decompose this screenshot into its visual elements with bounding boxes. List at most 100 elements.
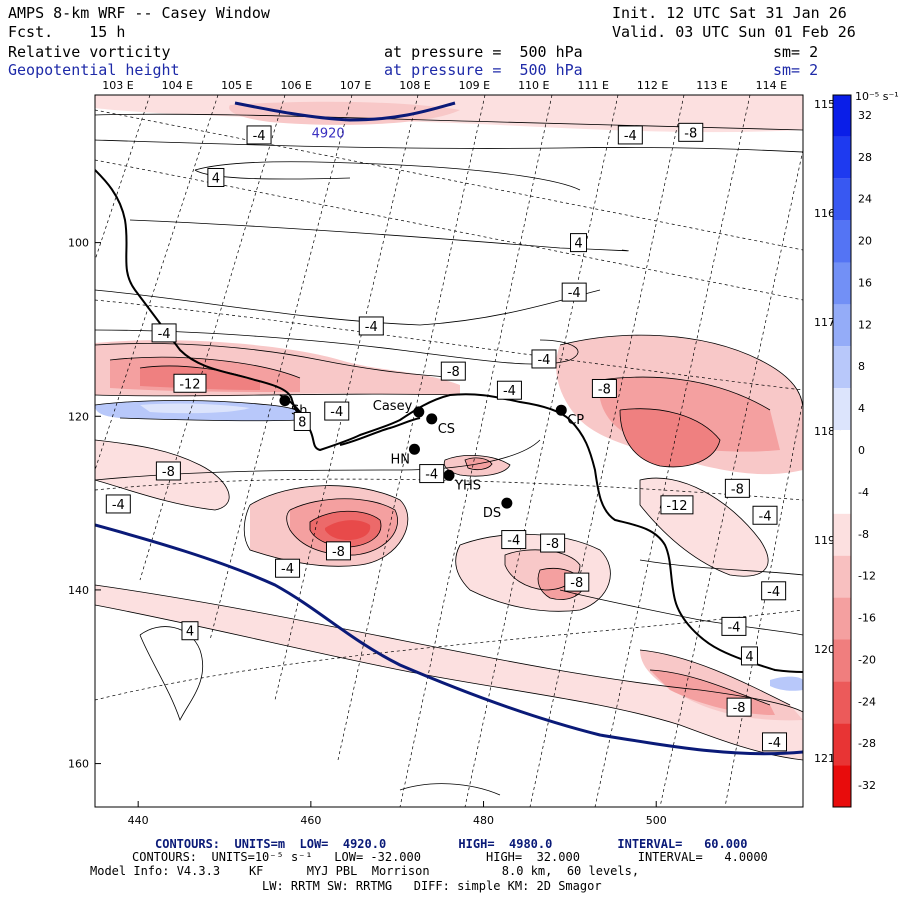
contour-label-text: -8 <box>162 465 175 480</box>
station-dot-yhs <box>443 469 455 481</box>
colorbar-tick-label: -20 <box>858 653 876 666</box>
y-tick-label: 160 <box>68 758 89 771</box>
contour-label-text: -8 <box>447 365 460 380</box>
contour-label: -4 <box>561 282 587 302</box>
contour-label: -8 <box>440 361 466 381</box>
vorticity-contours <box>95 113 803 796</box>
station-label: Casey <box>373 399 413 414</box>
contour-label: -4 <box>617 125 643 145</box>
contour-label: -4 <box>358 316 384 336</box>
colorbar-tick-label: 32 <box>858 109 872 122</box>
field1-level: at pressure = 500 hPa <box>384 43 583 61</box>
contour-label: -8 <box>678 122 704 142</box>
contour-label: -4 <box>275 558 301 578</box>
contour-label: -8 <box>155 461 181 481</box>
contour-label: -4 <box>752 505 778 525</box>
contour-label: -4 <box>419 464 445 484</box>
station-label: CS <box>438 422 455 437</box>
y-tick-label: 140 <box>68 584 89 597</box>
station-label: CP <box>567 413 584 428</box>
colorbar-swatch <box>833 639 851 682</box>
contour-label-text: -4 <box>253 129 266 144</box>
colorbar-tick-label: 12 <box>858 318 872 331</box>
contour-label-text: 8 <box>298 415 306 430</box>
station-dot-ds <box>501 497 513 509</box>
footer-vorticity-contours: CONTOURS: UNITS=10⁻⁵ s⁻¹ LOW= -32.000 HI… <box>132 850 768 864</box>
contour-label: -8 <box>564 572 590 592</box>
init-time: Init. 12 UTC Sat 31 Jan 26 <box>612 4 847 22</box>
colorbar-swatch <box>833 346 851 389</box>
contour-label: -8 <box>591 378 617 398</box>
lon-label-top: 110 E <box>518 79 549 92</box>
y-tick-label: 120 <box>68 410 89 423</box>
contour-label: -12 <box>173 373 207 393</box>
colorbar-border <box>832 94 852 808</box>
contour-label-text: -8 <box>733 701 746 716</box>
y-axis-ticks: 100 120 140 160 <box>68 237 101 771</box>
colorbar-swatch <box>833 220 851 263</box>
contour-label-text: -4 <box>330 405 343 420</box>
colorbar-tick-label: 28 <box>858 151 872 164</box>
contour-label-text: -4 <box>112 498 125 513</box>
contour-label: 4 <box>181 621 199 641</box>
colorbar-swatch <box>833 178 851 221</box>
field1-sm: sm= 2 <box>773 43 819 61</box>
colorbar-swatch <box>833 513 851 556</box>
contour-label-text: -4 <box>281 562 294 577</box>
contour-label: 8 <box>293 411 311 431</box>
colorbar-swatch <box>833 765 851 807</box>
contour-label-text: 4 <box>574 237 582 252</box>
geopotential-height-contours <box>95 101 803 756</box>
contour-label: 4 <box>740 646 758 666</box>
lon-label-top: 107 E <box>340 79 371 92</box>
contour-label: -12 <box>660 495 694 515</box>
contour-label-text: -4 <box>365 320 378 335</box>
lon-label-top: 114 E <box>756 79 787 92</box>
footer-height-contours: CONTOURS: UNITS=m LOW= 4920.0 HIGH= 4980… <box>155 837 748 851</box>
contour-label: -4 <box>496 380 522 400</box>
colorbar-tick-label: 0 <box>858 444 865 457</box>
station-label: HN <box>390 452 410 467</box>
colorbar-tick-label: -32 <box>858 779 876 792</box>
colorbar-swatch <box>833 136 851 179</box>
lon-label-top: 113 E <box>696 79 727 92</box>
lon-label-top: 112 E <box>637 79 668 92</box>
contour-label: -4 <box>761 581 787 601</box>
contour-label: 4 <box>570 233 588 253</box>
contour-label: -8 <box>540 533 566 553</box>
contour-label-text: 4 <box>186 625 194 640</box>
contour-label: -4 <box>762 732 788 752</box>
colorbar-tick-label: 16 <box>858 276 872 289</box>
lon-label-top: 104 E <box>162 79 193 92</box>
colorbar-tick-label: 8 <box>858 360 865 373</box>
x-tick-label: 480 <box>473 814 494 827</box>
contour-label-text: -4 <box>768 736 781 751</box>
colorbar-tick-label: 24 <box>858 193 872 206</box>
colorbar-swatch <box>833 681 851 724</box>
forecast-hour: Fcst. 15 h <box>8 23 126 41</box>
station-dot-cp <box>555 404 567 416</box>
station-dot-casey <box>413 406 425 418</box>
lon-label-top: 109 E <box>459 79 490 92</box>
contour-label-text: -4 <box>727 620 740 635</box>
colorbar-unit-label: 10⁻⁵ s⁻¹ <box>855 90 899 103</box>
colorbar-swatch <box>833 304 851 347</box>
contour-label: -4 <box>721 616 747 636</box>
contour-label: -8 <box>724 478 750 498</box>
colorbar-swatch <box>833 597 851 640</box>
contour-label-text: -8 <box>598 382 611 397</box>
colorbar-swatch <box>833 555 851 598</box>
contour-label: -8 <box>325 541 351 561</box>
lon-label-top: 106 E <box>280 79 311 92</box>
station-label: YHS <box>454 478 481 493</box>
contour-label-text: -4 <box>624 129 637 144</box>
contour-label: -4 <box>151 323 177 343</box>
x-tick-label: 460 <box>300 814 321 827</box>
x-axis-ticks: 440 460 480 500 <box>128 801 667 827</box>
chart-title: AMPS 8-km WRF -- Casey Window <box>8 4 270 22</box>
contour-label-text: -4 <box>759 509 772 524</box>
contour-labels: -4 -4 -4 4920 -8 -4 4 4 -4 -4 -4 -12 -8 -4 -8 8 -8 -4 -4 -4… <box>105 122 788 752</box>
lon-label-top: 103 E <box>102 79 133 92</box>
colorbar-tick-label: -28 <box>858 737 876 750</box>
contour-label-text: 4 <box>745 650 753 665</box>
